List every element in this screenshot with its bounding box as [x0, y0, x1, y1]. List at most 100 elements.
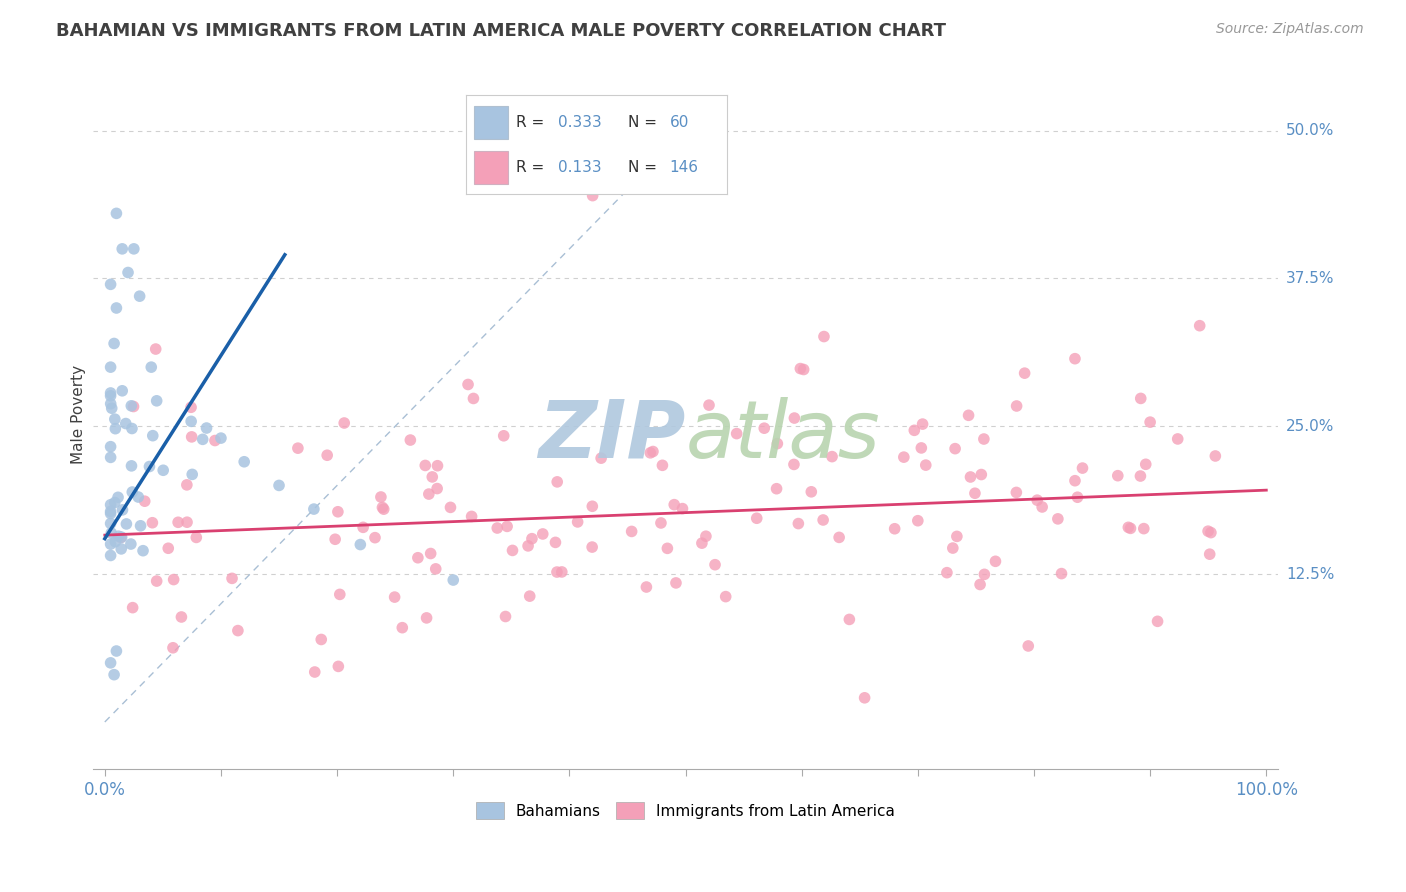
Point [100, 498, 122, 512]
Point [426, 458, 449, 473]
Legend: Bahamians, Immigrants from Latin America: Bahamians, Immigrants from Latin America [470, 796, 901, 825]
Point [828, 530, 851, 544]
Point [970, 467, 993, 482]
Point [105, 206, 128, 220]
Point [302, 502, 325, 516]
Text: ZIP: ZIP [538, 397, 686, 475]
Point [457, 377, 479, 392]
Point [186, 530, 208, 544]
Point [180, 430, 202, 444]
Point [373, 502, 395, 516]
Point [420, 470, 443, 484]
Point [1050, 566, 1073, 581]
Point [122, 400, 145, 414]
Point [903, 423, 925, 437]
Point [486, 521, 509, 535]
Point [138, 459, 160, 474]
Point [441, 573, 464, 587]
Point [813, 329, 835, 343]
Point [754, 421, 776, 435]
Text: atlas: atlas [686, 397, 880, 475]
Point [309, 632, 332, 647]
Point [495, 609, 517, 624]
Point [492, 429, 515, 443]
Point [100, 277, 122, 292]
Point [1188, 318, 1211, 333]
Point [582, 188, 605, 202]
Point [1066, 490, 1088, 504]
Point [425, 562, 447, 576]
Point [943, 442, 966, 456]
Point [800, 484, 823, 499]
Point [984, 554, 1007, 568]
Point [176, 478, 198, 492]
Point [100, 401, 122, 416]
Point [745, 511, 768, 525]
Point [100, 504, 122, 518]
Point [167, 516, 190, 530]
Point [665, 575, 688, 590]
Point [107, 529, 129, 543]
Point [1198, 547, 1220, 561]
Point [406, 550, 429, 565]
Point [1133, 522, 1156, 536]
Point [704, 558, 727, 572]
Point [640, 446, 662, 460]
Point [110, 531, 132, 545]
Point [1026, 493, 1049, 508]
Point [333, 416, 356, 430]
Point [111, 503, 134, 517]
Point [115, 516, 138, 531]
Point [170, 610, 193, 624]
Point [664, 498, 686, 512]
Point [1199, 525, 1222, 540]
Point [128, 289, 150, 303]
Point [114, 417, 136, 431]
Point [145, 574, 167, 588]
Point [883, 522, 905, 536]
Point [517, 539, 540, 553]
Point [370, 490, 392, 504]
Point [783, 411, 806, 425]
Point [105, 301, 128, 315]
Point [620, 524, 643, 539]
Point [671, 501, 693, 516]
Point [1135, 458, 1157, 472]
Point [765, 482, 787, 496]
Point [911, 417, 934, 431]
Point [636, 580, 658, 594]
Point [129, 518, 152, 533]
Point [546, 565, 568, 579]
Point [1064, 474, 1087, 488]
Point [141, 516, 163, 530]
Point [105, 644, 128, 658]
Point [111, 242, 134, 256]
Point [946, 529, 969, 543]
Point [531, 527, 554, 541]
Point [104, 534, 127, 549]
Point [127, 490, 149, 504]
Point [959, 470, 981, 484]
Point [100, 386, 122, 401]
Point [766, 436, 789, 450]
Point [100, 507, 122, 521]
Point [364, 531, 387, 545]
Text: Source: ZipAtlas.com: Source: ZipAtlas.com [1216, 22, 1364, 37]
Point [969, 577, 991, 591]
Y-axis label: Male Poverty: Male Poverty [72, 365, 86, 464]
Point [1204, 449, 1226, 463]
Point [591, 451, 613, 466]
Point [117, 266, 139, 280]
Point [204, 434, 226, 448]
Point [793, 362, 815, 376]
Point [502, 543, 524, 558]
Point [1167, 432, 1189, 446]
Point [963, 486, 986, 500]
Point [1146, 615, 1168, 629]
Text: 12.5%: 12.5% [1286, 566, 1334, 582]
Point [893, 450, 915, 464]
Point [141, 360, 163, 375]
Text: 37.5%: 37.5% [1286, 271, 1334, 286]
Point [787, 516, 810, 531]
Point [100, 549, 122, 563]
